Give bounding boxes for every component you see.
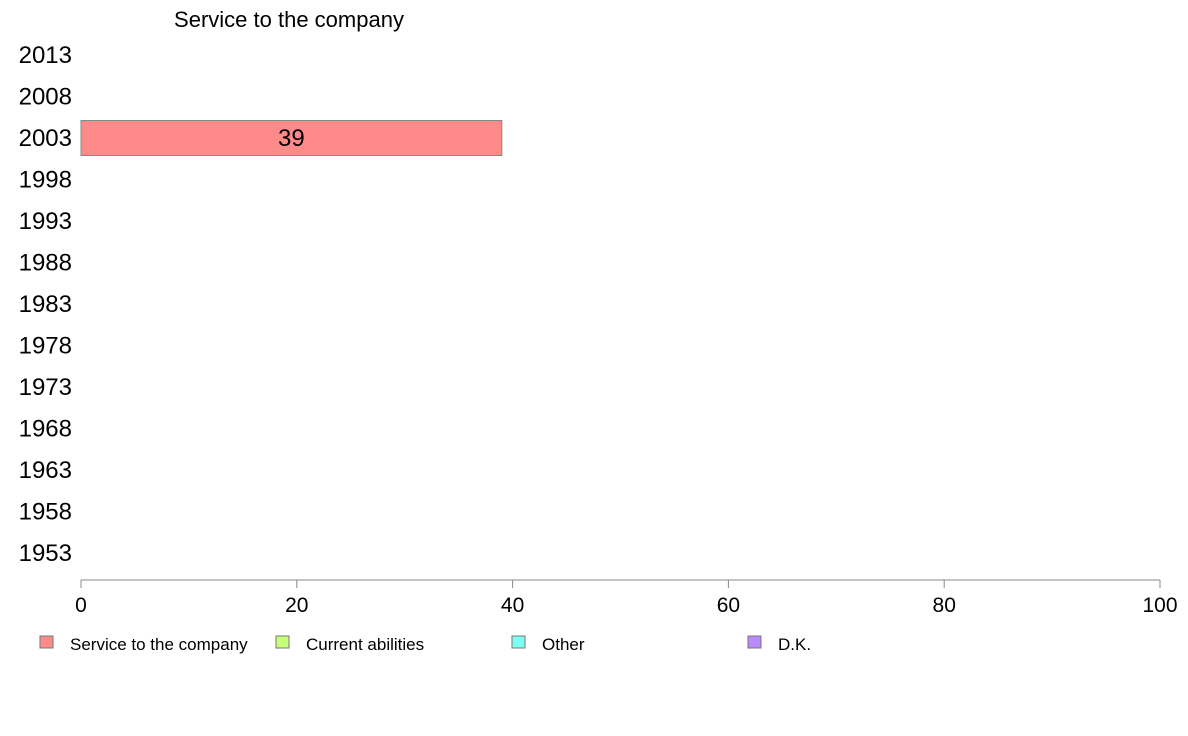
legend-swatch: [275, 635, 290, 649]
data-label-0: 39: [278, 125, 305, 152]
bar-2003-series-0: [80, 120, 503, 156]
x-tick-label-3: 60: [717, 594, 740, 617]
x-tick-label-5: 100: [1142, 594, 1177, 617]
legend-item-2: Other: [511, 635, 585, 654]
category-label-1953: 1953: [19, 540, 72, 567]
category-label-1983: 1983: [19, 291, 72, 318]
chart-title: Service to the company: [174, 7, 404, 32]
legend-item-1: Current abilities: [275, 635, 424, 654]
bars: [80, 120, 503, 156]
x-tick-label-4: 80: [933, 594, 956, 617]
legend-item-3: D.K.: [747, 635, 811, 654]
category-label-2013: 2013: [19, 42, 72, 69]
legend-swatch: [747, 635, 762, 649]
legend: Service to the company Current abilities O…: [39, 635, 811, 654]
chart-title-group: Service to the company: [174, 7, 404, 32]
category-label-2008: 2008: [19, 84, 72, 111]
category-labels: 2013 2008 2003 1998 1993 1988 1983 1978 1973 1968…: [19, 42, 72, 567]
x-axis: 0 20 40 60 80 100: [75, 579, 1178, 617]
category-label-1988: 1988: [19, 250, 72, 277]
category-label-1963: 1963: [19, 457, 72, 484]
x-tick-label-0: 0: [75, 594, 87, 617]
category-label-1958: 1958: [19, 499, 72, 526]
category-label-1993: 1993: [19, 208, 72, 235]
category-label-1998: 1998: [19, 167, 72, 194]
legend-swatch: [511, 635, 526, 649]
legend-item-0: Service to the company: [39, 635, 248, 654]
legend-label: Service to the company: [70, 635, 248, 654]
legend-label: Other: [542, 635, 585, 654]
category-label-1973: 1973: [19, 374, 72, 401]
x-tick-label-1: 20: [285, 594, 308, 617]
category-label-1968: 1968: [19, 416, 72, 443]
category-label-1978: 1978: [19, 333, 72, 360]
category-label-2003: 2003: [19, 125, 72, 152]
legend-label: Current abilities: [306, 635, 424, 654]
legend-label: D.K.: [778, 635, 811, 654]
legend-swatch: [39, 635, 54, 649]
x-tick-label-2: 40: [501, 594, 524, 617]
bar-data-labels: 39: [278, 125, 305, 152]
